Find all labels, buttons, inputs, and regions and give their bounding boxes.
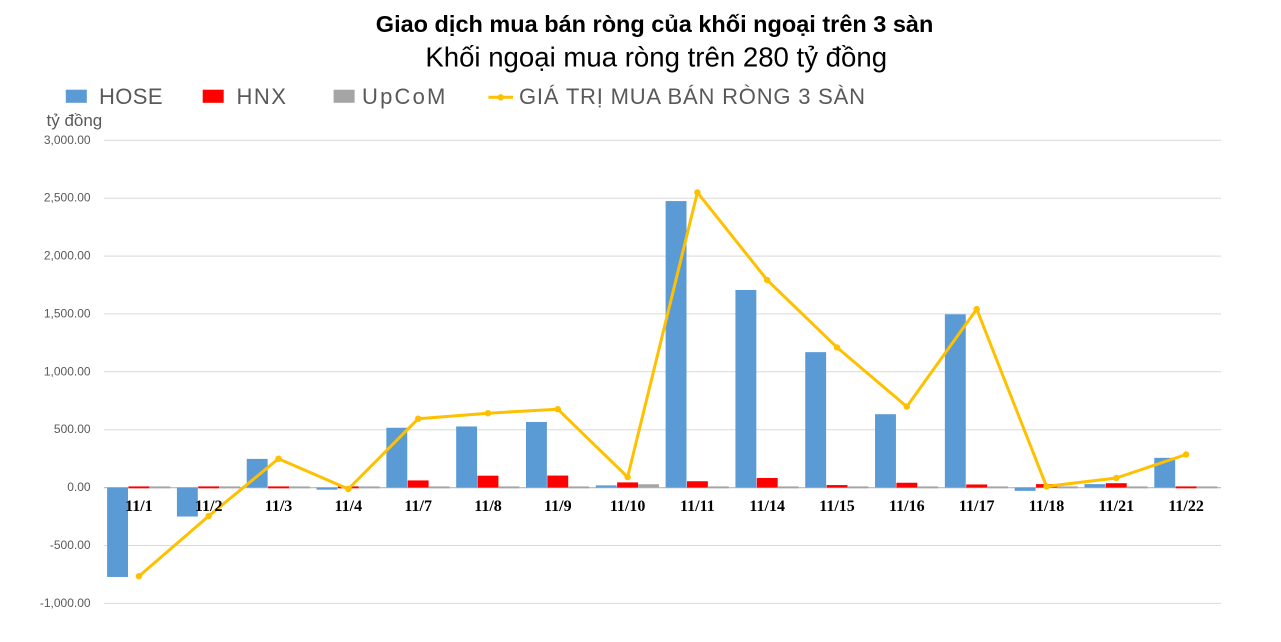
svg-text:11/16: 11/16 (889, 498, 925, 515)
svg-text:2,000.00: 2,000.00 (44, 249, 91, 263)
svg-text:2,500.00: 2,500.00 (44, 191, 91, 205)
svg-text:-500.00: -500.00 (50, 538, 91, 552)
svg-text:11/17: 11/17 (959, 498, 995, 515)
svg-text:1,000.00: 1,000.00 (44, 364, 91, 378)
svg-text:11/7: 11/7 (404, 498, 432, 515)
svg-text:11/1: 11/1 (125, 498, 153, 515)
svg-text:UpCoM: UpCoM (362, 84, 448, 109)
svg-text:500.00: 500.00 (54, 422, 91, 436)
svg-text:11/8: 11/8 (474, 498, 502, 515)
svg-text:Khối ngoại mua ròng trên 280 t: Khối ngoại mua ròng trên 280 tỷ đồng (425, 41, 887, 72)
svg-text:-1,000.00: -1,000.00 (40, 596, 91, 610)
svg-text:11/14: 11/14 (749, 498, 785, 515)
svg-text:1,500.00: 1,500.00 (44, 306, 91, 320)
svg-text:tỷ đồng: tỷ đồng (47, 111, 103, 130)
svg-text:11/2: 11/2 (195, 498, 223, 515)
svg-text:GIÁ TRỊ MUA BÁN RÒNG 3 SÀN: GIÁ TRỊ MUA BÁN RÒNG 3 SÀN (519, 84, 866, 109)
svg-text:11/18: 11/18 (1029, 498, 1065, 515)
svg-text:11/3: 11/3 (265, 498, 293, 515)
svg-text:HNX: HNX (237, 84, 288, 109)
svg-text:11/21: 11/21 (1099, 498, 1135, 515)
svg-text:11/11: 11/11 (680, 498, 715, 515)
svg-text:11/4: 11/4 (335, 498, 363, 515)
svg-text:3,000.00: 3,000.00 (44, 133, 91, 147)
svg-text:11/9: 11/9 (544, 498, 572, 515)
svg-text:11/10: 11/10 (610, 498, 646, 515)
svg-text:HOSE: HOSE (99, 84, 163, 109)
svg-text:Giao dịch mua bán ròng của khố: Giao dịch mua bán ròng của khối ngoại tr… (376, 11, 934, 37)
svg-text:11/22: 11/22 (1168, 498, 1204, 515)
svg-text:0.00: 0.00 (67, 480, 91, 494)
svg-text:11/15: 11/15 (819, 498, 855, 515)
